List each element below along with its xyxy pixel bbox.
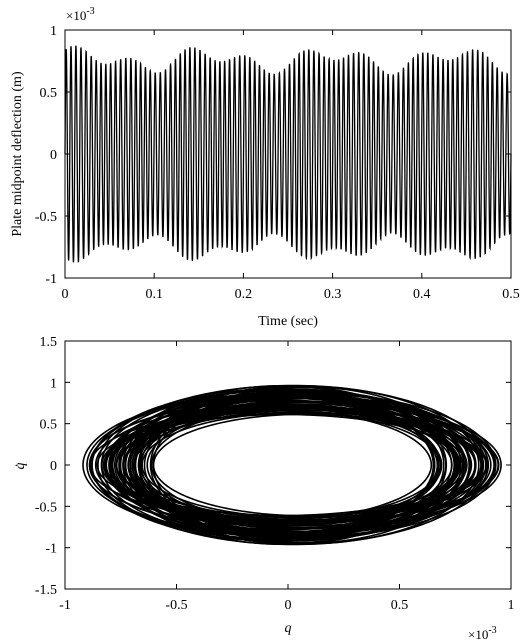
y-tick-label: -0.5 [35,500,57,515]
x-tick-label: -1 [59,598,71,613]
phase-orbit-loop [122,385,480,545]
x-tick-label: 0.1 [145,287,163,302]
phase-orbit-loop [149,386,462,544]
x-tick-label: 1 [508,598,515,613]
y-tick-label: 0.5 [40,418,58,433]
phase-orbit-loop [141,411,457,519]
phase-orbit-loop [146,403,466,527]
y-tick-label: -0.5 [35,210,57,225]
phase-orbit-loop [105,405,453,525]
x-tick-label: 0 [285,598,292,613]
x-tick-label: 0.3 [324,287,342,302]
y-tick-label: 1 [50,24,57,39]
phase-portrait-x-axis-label: q [285,621,292,636]
phase-portrait-chart: -1 -0.5 0 0.5 1-1.5-1-0.500.511.5 ×10-3 q q̇ [13,335,515,642]
time-history-chart: 0 0.1 0.2 0.3 0.4 0.5 -1 -0.5 0 0.5 1 ×10-3 Time (… [10,6,520,329]
phase-portrait-x-exponent: ×10-3 [468,625,497,642]
y-tick-label: -1 [45,542,57,557]
time-history-ticks: 0 0.1 0.2 0.3 0.4 0.5 -1 -0.5 0 0.5 1 [35,24,520,302]
x-tick-label: 0.5 [391,598,409,613]
x-tick-label: 0.2 [235,287,253,302]
time-history-x-axis-label: Time (sec) [258,314,318,329]
y-tick-label: 0.5 [40,86,58,101]
phase-orbit-loop [91,387,472,543]
x-tick-label: -0.5 [165,598,187,613]
x-tick-label: 0.4 [413,287,431,302]
y-tick-label: 1 [50,376,57,391]
phase-orbit-loop [88,399,476,531]
y-tick-label: 0 [50,148,57,163]
y-tick-label: -1.5 [35,583,57,598]
deflection-series-line [64,45,512,263]
phase-orbit-loop [115,397,496,533]
phase-orbit-loop [137,386,445,544]
phase-orbit-series [82,384,502,546]
phase-portrait-ticks: -1 -0.5 0 0.5 1-1.5-1-0.500.511.5 [35,335,515,613]
y-tick-label: 0 [50,459,57,474]
phase-orbit-loop [133,389,471,541]
y-tick-label: -1 [45,272,57,287]
x-tick-label: 0.5 [502,287,520,302]
x-tick-label: 0 [62,287,69,302]
y-tick-label: 1.5 [40,335,58,350]
time-history-y-axis-label: Plate midpoint deflection (m) [10,71,25,237]
phase-portrait-y-axis-label: q̇ [13,463,28,470]
time-history-y-exponent: ×10-3 [66,6,95,23]
